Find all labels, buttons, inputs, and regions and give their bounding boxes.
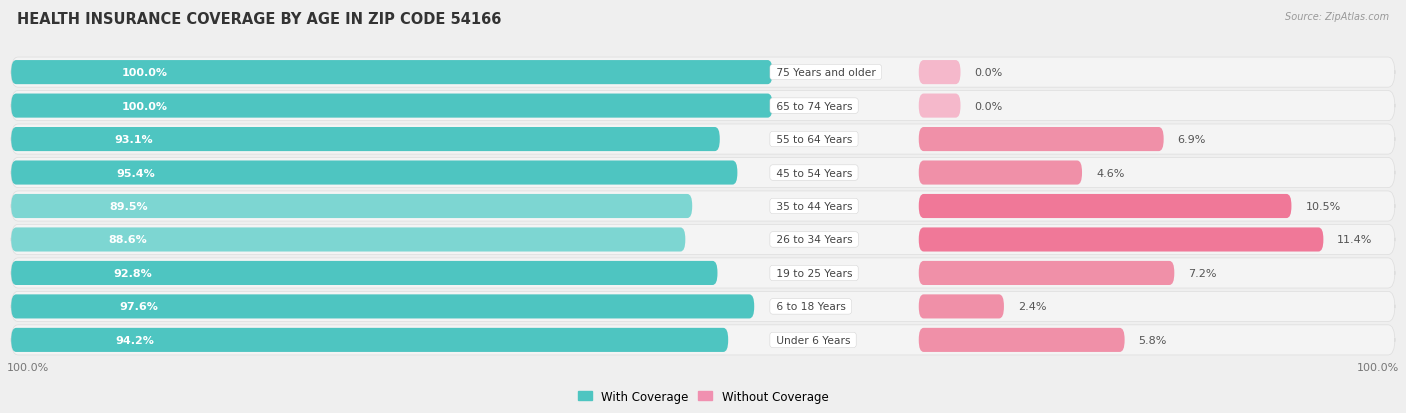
FancyBboxPatch shape: [11, 228, 685, 252]
Text: 26 to 34 Years: 26 to 34 Years: [773, 235, 856, 245]
FancyBboxPatch shape: [11, 325, 1395, 355]
FancyBboxPatch shape: [11, 258, 1395, 288]
FancyBboxPatch shape: [11, 58, 1395, 88]
FancyBboxPatch shape: [11, 192, 1395, 221]
Text: 5.8%: 5.8%: [1139, 335, 1167, 345]
Text: 100.0%: 100.0%: [122, 68, 167, 78]
FancyBboxPatch shape: [11, 91, 1395, 121]
Text: 93.1%: 93.1%: [114, 135, 153, 145]
FancyBboxPatch shape: [918, 195, 1292, 218]
FancyBboxPatch shape: [918, 94, 960, 119]
Text: 94.2%: 94.2%: [115, 335, 155, 345]
FancyBboxPatch shape: [11, 158, 1395, 188]
Text: Under 6 Years: Under 6 Years: [773, 335, 853, 345]
Text: HEALTH INSURANCE COVERAGE BY AGE IN ZIP CODE 54166: HEALTH INSURANCE COVERAGE BY AGE IN ZIP …: [17, 12, 502, 27]
Text: 65 to 74 Years: 65 to 74 Years: [773, 101, 855, 112]
Legend: With Coverage, Without Coverage: With Coverage, Without Coverage: [572, 385, 834, 408]
Text: 92.8%: 92.8%: [114, 268, 152, 278]
Text: 11.4%: 11.4%: [1337, 235, 1372, 245]
Text: 19 to 25 Years: 19 to 25 Years: [773, 268, 855, 278]
FancyBboxPatch shape: [11, 161, 737, 185]
FancyBboxPatch shape: [11, 94, 773, 119]
FancyBboxPatch shape: [918, 128, 1164, 152]
FancyBboxPatch shape: [11, 195, 692, 218]
Text: 35 to 44 Years: 35 to 44 Years: [773, 202, 855, 211]
FancyBboxPatch shape: [11, 225, 1395, 255]
FancyBboxPatch shape: [918, 294, 1004, 319]
Text: 0.0%: 0.0%: [974, 101, 1002, 112]
FancyBboxPatch shape: [11, 61, 773, 85]
Text: 7.2%: 7.2%: [1188, 268, 1216, 278]
Text: 0.0%: 0.0%: [974, 68, 1002, 78]
FancyBboxPatch shape: [918, 161, 1083, 185]
Text: 97.6%: 97.6%: [120, 301, 157, 312]
FancyBboxPatch shape: [918, 228, 1323, 252]
Text: Source: ZipAtlas.com: Source: ZipAtlas.com: [1285, 12, 1389, 22]
FancyBboxPatch shape: [11, 128, 720, 152]
Text: 100.0%: 100.0%: [1357, 362, 1399, 372]
FancyBboxPatch shape: [11, 294, 754, 319]
Text: 88.6%: 88.6%: [108, 235, 148, 245]
Text: 10.5%: 10.5%: [1305, 202, 1340, 211]
Text: 45 to 54 Years: 45 to 54 Years: [773, 168, 855, 178]
Text: 6.9%: 6.9%: [1178, 135, 1206, 145]
FancyBboxPatch shape: [11, 125, 1395, 155]
FancyBboxPatch shape: [11, 261, 717, 285]
Text: 95.4%: 95.4%: [117, 168, 155, 178]
Text: 89.5%: 89.5%: [110, 202, 149, 211]
Text: 2.4%: 2.4%: [1018, 301, 1046, 312]
Text: 100.0%: 100.0%: [122, 101, 167, 112]
Text: 100.0%: 100.0%: [7, 362, 49, 372]
FancyBboxPatch shape: [918, 328, 1125, 352]
FancyBboxPatch shape: [11, 292, 1395, 322]
FancyBboxPatch shape: [918, 261, 1174, 285]
Text: 4.6%: 4.6%: [1095, 168, 1125, 178]
Text: 75 Years and older: 75 Years and older: [773, 68, 879, 78]
Text: 6 to 18 Years: 6 to 18 Years: [773, 301, 849, 312]
FancyBboxPatch shape: [918, 61, 960, 85]
FancyBboxPatch shape: [11, 328, 728, 352]
Text: 55 to 64 Years: 55 to 64 Years: [773, 135, 855, 145]
